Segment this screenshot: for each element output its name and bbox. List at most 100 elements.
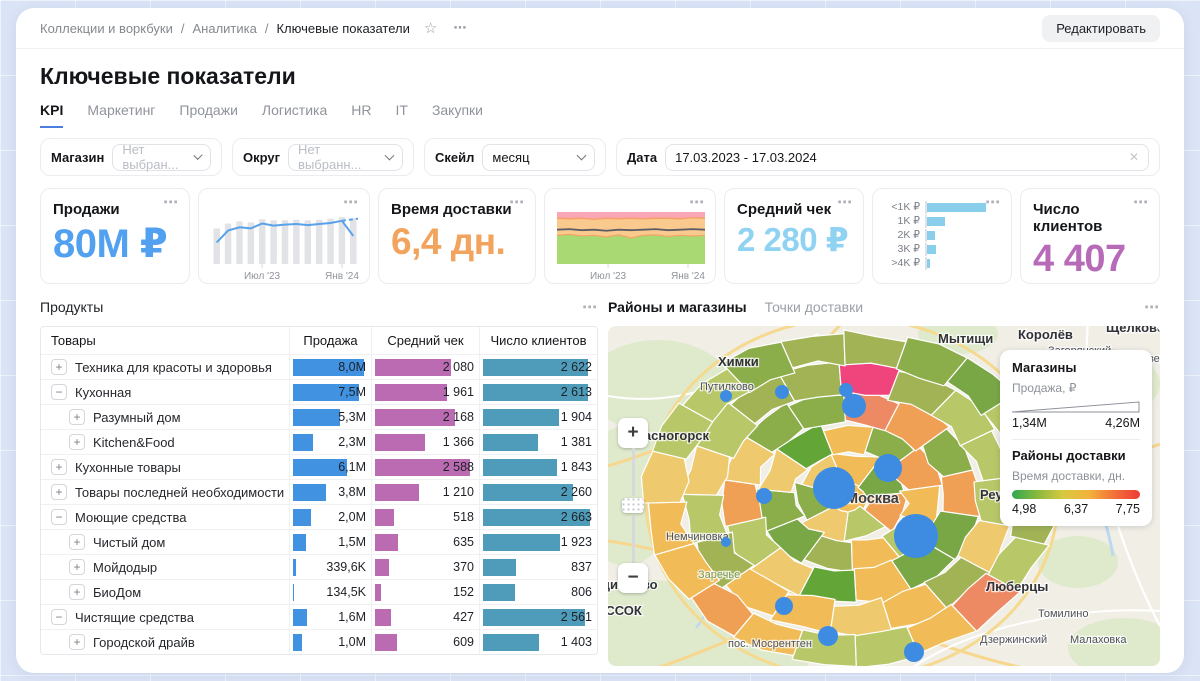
products-table-body: + Техника для красоты и здоровья 8,0M 2 … (41, 354, 597, 654)
legend-scale-min: 4,98 (1012, 502, 1037, 516)
store-marker[interactable] (721, 537, 731, 547)
scale-select[interactable]: месяц (482, 143, 595, 171)
dist-row: 3K ₽ (885, 242, 999, 256)
zoom-slider-handle[interactable] (622, 498, 644, 513)
table-row[interactable]: − Кухонная 7,5M 1 961 2 613 (41, 379, 597, 404)
clients-cell: 2 663 (479, 505, 597, 529)
clients-cell: 2 622 (479, 355, 597, 379)
store-select[interactable]: Нет выбран... (112, 142, 211, 172)
tab-hr[interactable]: HR (351, 102, 372, 118)
kebab-menu-icon[interactable]: ⋯ (985, 194, 1001, 211)
check-bar (375, 558, 389, 576)
clients-value: 2 663 (560, 510, 592, 524)
sale-bar (293, 533, 307, 551)
kebab-menu-icon[interactable]: ⋯ (837, 194, 853, 211)
row-toggle[interactable]: − (51, 609, 67, 625)
tab-kpi[interactable]: KPI (40, 102, 64, 128)
date-range-input[interactable]: 17.03.2023 - 17.03.2024 ✕ (665, 143, 1149, 171)
check-cell: 152 (371, 580, 479, 604)
kebab-menu-icon[interactable]: ⋯ (582, 299, 598, 316)
row-toggle[interactable]: + (51, 459, 67, 475)
product-name: Товары последней необходимости (75, 484, 285, 500)
store-marker[interactable] (756, 488, 772, 504)
row-toggle[interactable]: + (69, 434, 85, 450)
store-marker[interactable] (720, 390, 732, 402)
tab-sales[interactable]: Продажи (179, 102, 238, 118)
tab-marketing[interactable]: Маркетинг (87, 102, 156, 118)
clear-icon[interactable]: ✕ (1128, 150, 1139, 164)
map-label: Щёлково (1106, 326, 1160, 335)
store-marker[interactable] (842, 394, 866, 418)
clients-cell: 1 904 (479, 405, 597, 429)
kpi-sales-value: 80M ₽ (53, 222, 168, 266)
tab-delivery-points[interactable]: Точки доставки (764, 299, 864, 315)
map-canvas[interactable]: ХимкиМытищиКоролёвЩёлковоЗагорянскийСвер… (608, 326, 1160, 666)
product-name: Kitchen&Food (93, 434, 175, 450)
breadcrumb-collections[interactable]: Коллекции и воркбуки (40, 20, 173, 36)
table-row[interactable]: + Чистый дом 1,5M 635 1 923 (41, 529, 597, 554)
product-name: Городской драйв (93, 634, 195, 650)
map-label: Томилино (1038, 608, 1088, 620)
table-row[interactable]: + Разумный дом 5,3M 2 168 1 904 (41, 404, 597, 429)
table-row[interactable]: + Кухонные товары 6,1M 2 588 1 843 (41, 454, 597, 479)
breadcrumb-menu-icon[interactable]: ⋯ (453, 20, 469, 35)
map-panel-head: Районы и магазины Точки доставки ⋯ (608, 298, 1160, 316)
table-row[interactable]: + Kitchen&Food 2,3M 1 366 1 381 (41, 429, 597, 454)
row-toggle[interactable]: + (51, 359, 67, 375)
store-marker[interactable] (874, 454, 902, 482)
row-toggle[interactable]: + (69, 559, 85, 575)
table-row[interactable]: + Мойдодыр 339,6K 370 837 (41, 554, 597, 579)
kebab-menu-icon[interactable]: ⋯ (1133, 194, 1149, 211)
table-row[interactable]: − Моющие средства 2,0M 518 2 663 (41, 504, 597, 529)
table-row[interactable]: + Городской драйв 1,0M 609 1 403 (41, 629, 597, 654)
district-select[interactable]: Нет выбранн... (288, 142, 403, 172)
store-marker[interactable] (775, 597, 793, 615)
kebab-menu-icon[interactable]: ⋯ (689, 194, 705, 211)
kpi-card-clients: ⋯ Число клиентов 4 407 (1020, 188, 1160, 284)
table-row[interactable]: + БиоДом 134,5K 152 806 (41, 579, 597, 604)
row-toggle[interactable]: + (69, 409, 85, 425)
store-marker[interactable] (894, 514, 938, 558)
product-name: Разумный дом (93, 409, 181, 425)
row-toggle[interactable]: + (69, 534, 85, 550)
zoom-out-button[interactable]: − (618, 563, 648, 593)
sales-trend-chart: Июл '23 Янв '24 (211, 206, 359, 287)
kebab-menu-icon[interactable]: ⋯ (1144, 299, 1160, 316)
check-cell: 2 168 (371, 405, 479, 429)
store-marker[interactable] (813, 467, 855, 509)
sale-bar (293, 558, 296, 576)
row-toggle[interactable]: − (51, 384, 67, 400)
kebab-menu-icon[interactable]: ⋯ (509, 194, 525, 211)
delivery-trend-chart: Июл '23 Янв '24 (556, 206, 705, 287)
store-marker[interactable] (904, 642, 924, 662)
map-label: Немчиновка (666, 531, 730, 543)
tab-it[interactable]: IT (395, 102, 408, 118)
table-row[interactable]: + Товары последней необходимости 3,8M 1 … (41, 479, 597, 504)
tab-logistics[interactable]: Логистика (261, 102, 328, 118)
breadcrumb-analytics[interactable]: Аналитика (192, 20, 257, 36)
kebab-menu-icon[interactable]: ⋯ (343, 194, 359, 211)
tab-procurement[interactable]: Закупки (431, 102, 483, 118)
kebab-menu-icon[interactable]: ⋯ (163, 194, 179, 211)
table-row[interactable]: + Техника для красоты и здоровья 8,0M 2 … (41, 354, 597, 379)
filter-district: Округ Нет выбранн... (232, 138, 414, 176)
sale-value: 339,6K (326, 560, 366, 574)
map-label: Мытищи (938, 331, 993, 346)
sale-value: 8,0M (338, 360, 366, 374)
tab-districts-and-stores[interactable]: Районы и магазины (608, 299, 747, 315)
row-toggle[interactable]: + (69, 584, 85, 600)
store-marker[interactable] (839, 383, 853, 397)
row-toggle[interactable]: + (51, 484, 67, 500)
row-toggle[interactable]: − (51, 509, 67, 525)
store-marker[interactable] (818, 626, 838, 646)
zoom-in-button[interactable]: + (618, 418, 648, 448)
sale-cell: 1,5M (289, 530, 371, 554)
favorite-star-icon[interactable]: ☆ (423, 20, 438, 37)
table-row[interactable]: − Чистящие средства 1,6M 427 2 561 (41, 604, 597, 629)
row-toggle[interactable]: + (69, 634, 85, 650)
edit-button[interactable]: Редактировать (1042, 14, 1160, 42)
check-bar (375, 458, 470, 476)
store-marker[interactable] (775, 385, 789, 399)
sale-bar (293, 458, 347, 476)
dist-bar (927, 258, 930, 268)
